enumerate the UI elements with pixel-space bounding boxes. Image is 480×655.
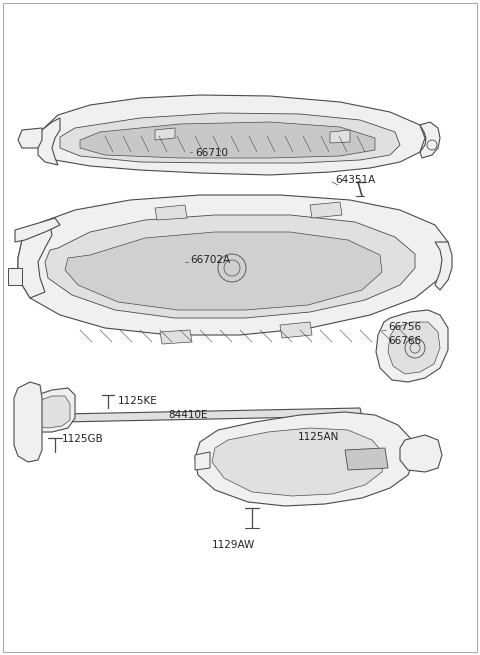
Polygon shape xyxy=(80,122,375,158)
Text: 1129AW: 1129AW xyxy=(212,540,255,550)
Polygon shape xyxy=(65,232,382,310)
Polygon shape xyxy=(18,388,75,432)
Polygon shape xyxy=(18,128,42,148)
Polygon shape xyxy=(420,122,440,158)
Polygon shape xyxy=(280,322,312,338)
Text: 84410E: 84410E xyxy=(168,410,207,420)
Text: 66702A: 66702A xyxy=(190,255,230,265)
Polygon shape xyxy=(400,435,442,472)
Polygon shape xyxy=(45,215,415,318)
Polygon shape xyxy=(18,225,52,298)
Polygon shape xyxy=(195,452,210,470)
Polygon shape xyxy=(310,202,342,218)
Text: 1125AN: 1125AN xyxy=(298,432,339,442)
Polygon shape xyxy=(376,310,448,382)
Text: 1125KE: 1125KE xyxy=(118,396,158,406)
Polygon shape xyxy=(155,205,187,220)
Polygon shape xyxy=(38,118,60,165)
Text: 66766: 66766 xyxy=(388,336,421,346)
Polygon shape xyxy=(388,322,440,374)
Polygon shape xyxy=(60,113,400,163)
Polygon shape xyxy=(330,130,350,143)
Polygon shape xyxy=(195,412,415,506)
Text: 1125GB: 1125GB xyxy=(62,434,104,444)
Text: 66710: 66710 xyxy=(195,148,228,158)
Polygon shape xyxy=(160,330,192,344)
Polygon shape xyxy=(435,242,452,290)
Polygon shape xyxy=(26,396,70,428)
Polygon shape xyxy=(8,268,22,285)
Polygon shape xyxy=(62,408,362,422)
Polygon shape xyxy=(38,95,425,175)
Polygon shape xyxy=(18,195,448,335)
Polygon shape xyxy=(15,218,60,242)
Polygon shape xyxy=(155,128,175,140)
Polygon shape xyxy=(345,448,388,470)
Polygon shape xyxy=(14,382,42,462)
Polygon shape xyxy=(212,428,385,496)
Text: 66756: 66756 xyxy=(388,322,421,332)
Text: 64351A: 64351A xyxy=(335,175,375,185)
